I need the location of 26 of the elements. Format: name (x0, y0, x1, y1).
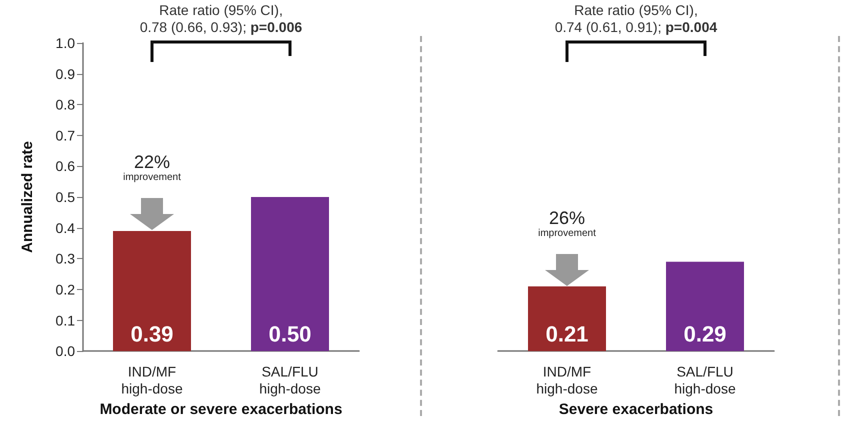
y-axis-title: Annualized rate (19, 141, 36, 253)
data-label: 0.29 (684, 322, 726, 347)
data-label: 0.21 (546, 322, 588, 347)
annotation: 26% improvement (537, 208, 597, 240)
x-tick-label: IND/MF high-dose (536, 364, 598, 397)
text: Rate ratio (95% CI), 0.74 (0.61, 0.91); p=0.004 (554, 2, 718, 36)
x-tick-label: IND/MF high-dose (121, 364, 183, 397)
annotation: 22% improvement (122, 152, 182, 184)
y-tick-label: 0.4 (56, 220, 76, 236)
y-tick-label: 0.5 (56, 189, 76, 206)
data-label: 0.50 (268, 322, 312, 347)
y-tick-label: 1.0 (56, 35, 76, 51)
y-tick-label: 0.3 (56, 250, 76, 267)
y-tick-label: 0.9 (56, 66, 76, 82)
x-axis-title: Severe exacerbations (558, 401, 714, 418)
y-tick-label: 0.1 (56, 312, 76, 328)
text: Rate ratio (95% CI), 0.78 (0.66, 0.93); p=0.006 (138, 2, 304, 36)
y-tick-label: 0.6 (56, 158, 76, 174)
y-tick-label: 0.8 (56, 96, 76, 113)
x-tick-label: SAL/FLU high-dose (259, 364, 321, 397)
y-tick-label: 0.0 (56, 343, 76, 360)
y-tick-label: 0.7 (56, 127, 76, 144)
x-tick-label: SAL/FLU high-dose (674, 364, 736, 397)
data-label: 0.39 (130, 322, 174, 347)
y-tick-label: 0.2 (56, 281, 76, 298)
x-axis-title: Moderate or severe exacerbations (100, 401, 342, 418)
